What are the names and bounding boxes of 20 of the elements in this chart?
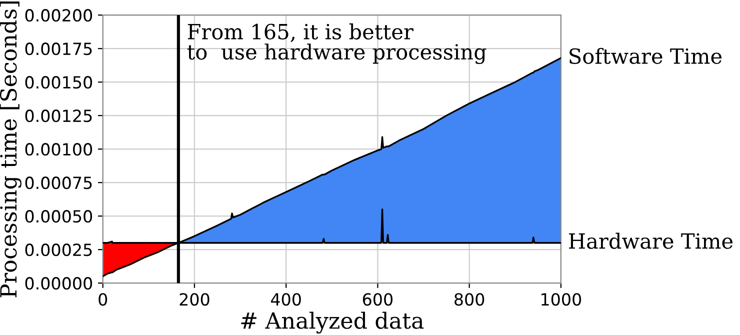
y-tick-label: 0.00025 [25,244,92,256]
y-tick-label: 0.00200 [25,9,92,22]
y-tick-label: 0.00100 [25,143,92,156]
ref-line-label: From 165, it is better to use hardware processing [187,23,486,64]
series-label: Hardware Time [569,232,733,249]
series-label: Software Time [570,48,722,64]
x-axis-title: # Analyzed data [241,312,424,334]
x-tick-label: 600 [362,293,392,306]
y-axis-title: Processing time [Seconds] [0,2,22,298]
y-tick-label: 0.00050 [25,210,92,223]
y-tick-label: 0.00175 [25,42,92,56]
y-tick-label: 0.00125 [25,110,92,122]
y-tick-label: 0.00075 [25,176,92,190]
x-tick-label: 400 [270,293,301,306]
x-tick-label: 0 [98,293,108,306]
x-tick-label: 1000 [542,293,582,306]
y-tick-label: 0.00000 [25,277,92,290]
x-tick-label: 200 [180,293,210,306]
x-tick-label: 800 [454,293,484,306]
y-tick-label: 0.00150 [25,76,92,89]
